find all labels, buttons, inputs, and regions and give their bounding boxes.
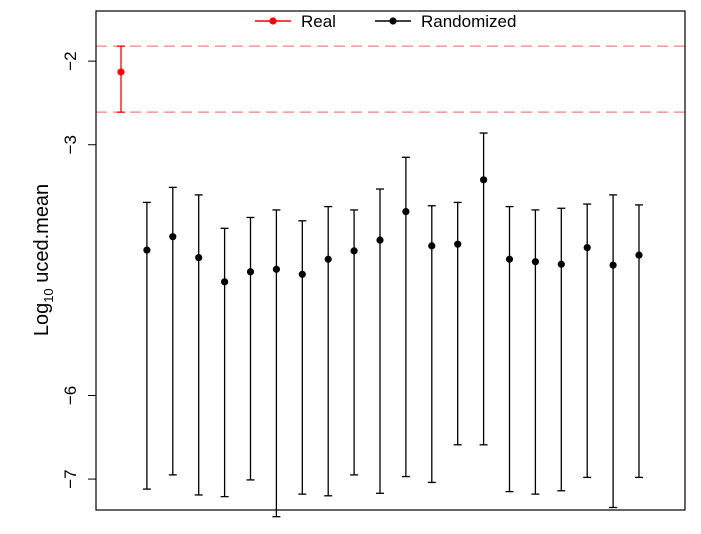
- randomized-point: [635, 251, 643, 259]
- legend-randomized-marker: [389, 17, 397, 25]
- randomized-point: [221, 278, 229, 286]
- randomized-point: [195, 253, 203, 262]
- randomized-point: [505, 255, 514, 263]
- randomized-point: [324, 255, 332, 263]
- randomized-point: [350, 247, 358, 255]
- legend: Real Randomized: [255, 12, 516, 31]
- randomized-point: [298, 270, 306, 278]
- randomized-point: [246, 268, 255, 276]
- reference-lines: [96, 45, 685, 113]
- y-axis: −2 −3 −6 −7: [61, 51, 96, 489]
- randomized-point: [169, 233, 177, 241]
- randomized-point: [402, 208, 410, 216]
- error-bars: [117, 45, 643, 518]
- randomized-point: [557, 260, 565, 268]
- y-tick-label: −6: [61, 386, 80, 405]
- y-tick-label: −2: [61, 51, 80, 70]
- legend-randomized-label: Randomized: [421, 12, 516, 31]
- plot-frame: [95, 10, 686, 511]
- legend-real-label: Real: [301, 12, 336, 31]
- randomized-point: [428, 242, 436, 250]
- randomized-point: [583, 243, 591, 252]
- randomized-point: [143, 246, 151, 254]
- data-points: [117, 68, 643, 286]
- y-axis-title-base: Log: [31, 303, 53, 336]
- randomized-point: [272, 265, 280, 273]
- y-axis-title-subscript: 10: [41, 288, 56, 302]
- legend-real-marker: [269, 17, 277, 25]
- y-tick-label: −7: [61, 469, 80, 488]
- y-axis-title: Log10 uced.mean: [31, 184, 56, 336]
- y-tick-label: −3: [61, 135, 80, 154]
- real-point: [117, 68, 125, 76]
- randomized-point: [609, 261, 617, 269]
- randomized-point: [480, 176, 488, 184]
- randomized-point: [376, 236, 384, 244]
- randomized-point: [531, 258, 540, 266]
- randomized-point: [454, 240, 462, 248]
- y-axis-title-rest: uced.mean: [31, 184, 53, 289]
